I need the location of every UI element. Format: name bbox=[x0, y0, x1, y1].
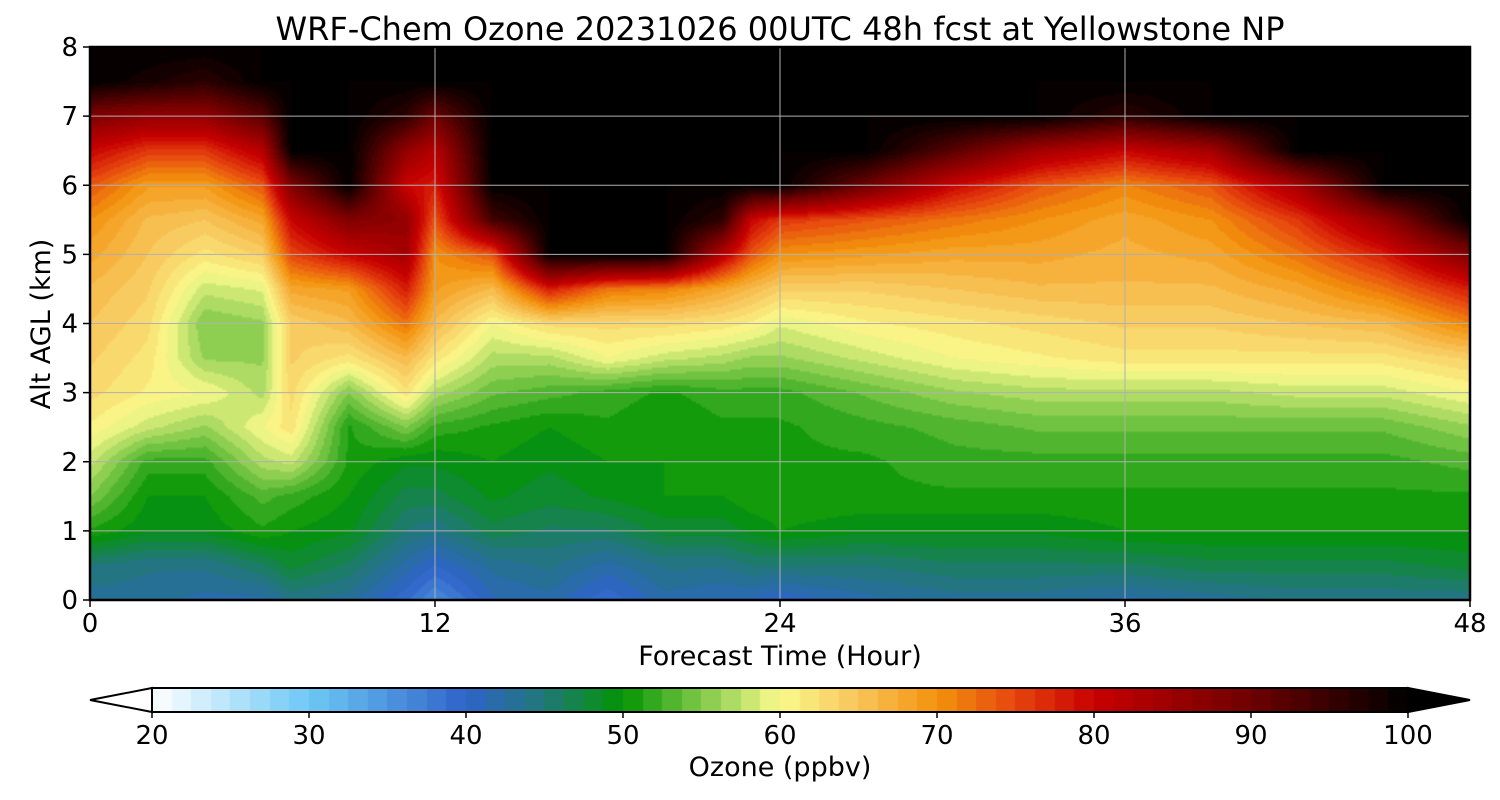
y-tick-label: 6 bbox=[61, 171, 78, 201]
x-tick-label: 24 bbox=[763, 609, 796, 639]
colorbar-tick-label: 100 bbox=[1383, 721, 1433, 751]
y-tick-label: 1 bbox=[61, 517, 78, 547]
y-tick-label: 7 bbox=[61, 102, 78, 132]
colorbar-tick-label: 70 bbox=[920, 721, 953, 751]
colorbar: 20 30 40 50 60 70 80 90 100 Ozone (ppbv) bbox=[89, 686, 1471, 783]
x-tick-label: 0 bbox=[82, 609, 99, 639]
y-tick-label: 8 bbox=[61, 33, 78, 63]
y-tick-label: 3 bbox=[61, 379, 78, 409]
colorbar-ticks: 20 30 40 50 60 70 80 90 100 bbox=[135, 712, 1433, 751]
colorbar-tick-label: 60 bbox=[763, 721, 796, 751]
y-tick-label: 2 bbox=[61, 448, 78, 478]
colorbar-label: Ozone (ppbv) bbox=[689, 752, 872, 783]
colorbar-tick-label: 40 bbox=[449, 721, 482, 751]
y-tick-label: 0 bbox=[61, 586, 78, 616]
colorbar-tick-label: 80 bbox=[1077, 721, 1110, 751]
y-tick-label: 5 bbox=[61, 240, 78, 270]
colorbar-gradient bbox=[152, 688, 1408, 712]
x-tick-label: 36 bbox=[1108, 609, 1141, 639]
colorbar-high-extend bbox=[1407, 686, 1471, 714]
colorbar-tick-label: 20 bbox=[135, 721, 168, 751]
y-axis-ticks: 0 1 2 3 4 5 6 7 8 bbox=[61, 33, 90, 616]
colorbar-tick-label: 30 bbox=[292, 721, 325, 751]
x-axis-label: Forecast Time (Hour) bbox=[638, 641, 922, 672]
x-tick-label: 12 bbox=[418, 609, 451, 639]
x-tick-label: 48 bbox=[1453, 609, 1486, 639]
colorbar-low-extend bbox=[89, 686, 153, 714]
grid-lines bbox=[90, 47, 1470, 600]
colorbar-tick-label: 50 bbox=[606, 721, 639, 751]
x-axis-ticks: 0 12 24 36 48 bbox=[82, 600, 1487, 639]
colorbar-tick-label: 90 bbox=[1234, 721, 1267, 751]
y-axis-label: Alt AGL (km) bbox=[26, 239, 57, 410]
chart-title: WRF-Chem Ozone 20231026 00UTC 48h fcst a… bbox=[276, 10, 1285, 48]
y-tick-label: 4 bbox=[61, 310, 78, 340]
